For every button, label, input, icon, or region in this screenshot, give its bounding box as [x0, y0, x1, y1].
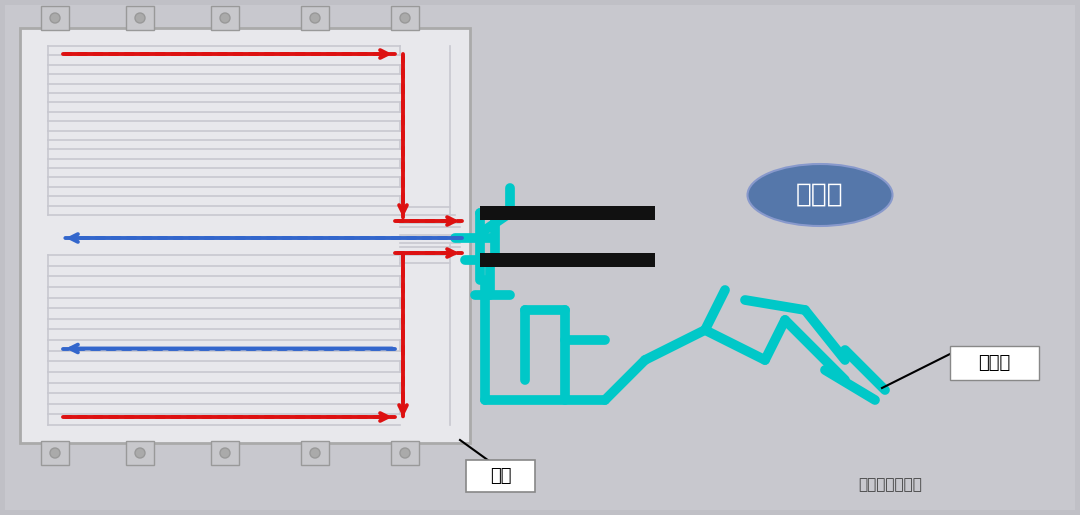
Text: 冷媒: 冷媒	[489, 467, 511, 485]
Circle shape	[50, 13, 60, 23]
Bar	[391, 6, 419, 30]
Bar	[211, 441, 239, 465]
Bar	[41, 6, 69, 30]
Bar	[41, 441, 69, 465]
Bar	[391, 441, 419, 465]
Circle shape	[400, 13, 410, 23]
Bar	[301, 441, 329, 465]
Bar	[211, 6, 239, 30]
Text: 压缩机: 压缩机	[978, 354, 1011, 372]
Bar	[126, 6, 154, 30]
Circle shape	[50, 448, 60, 458]
FancyBboxPatch shape	[950, 346, 1039, 380]
Ellipse shape	[747, 164, 892, 226]
Bar	[301, 6, 329, 30]
Bar	[480, 253, 654, 267]
Circle shape	[310, 448, 320, 458]
Circle shape	[220, 448, 230, 458]
Circle shape	[400, 448, 410, 458]
FancyBboxPatch shape	[465, 460, 535, 492]
FancyBboxPatch shape	[21, 28, 470, 443]
Circle shape	[135, 448, 145, 458]
Circle shape	[135, 13, 145, 23]
Text: 换个角度看车市: 换个角度看车市	[859, 477, 922, 492]
Bar	[126, 441, 154, 465]
Bar	[480, 206, 654, 220]
Circle shape	[310, 13, 320, 23]
Circle shape	[220, 13, 230, 23]
Text: 压缩机: 压缩机	[796, 182, 843, 208]
